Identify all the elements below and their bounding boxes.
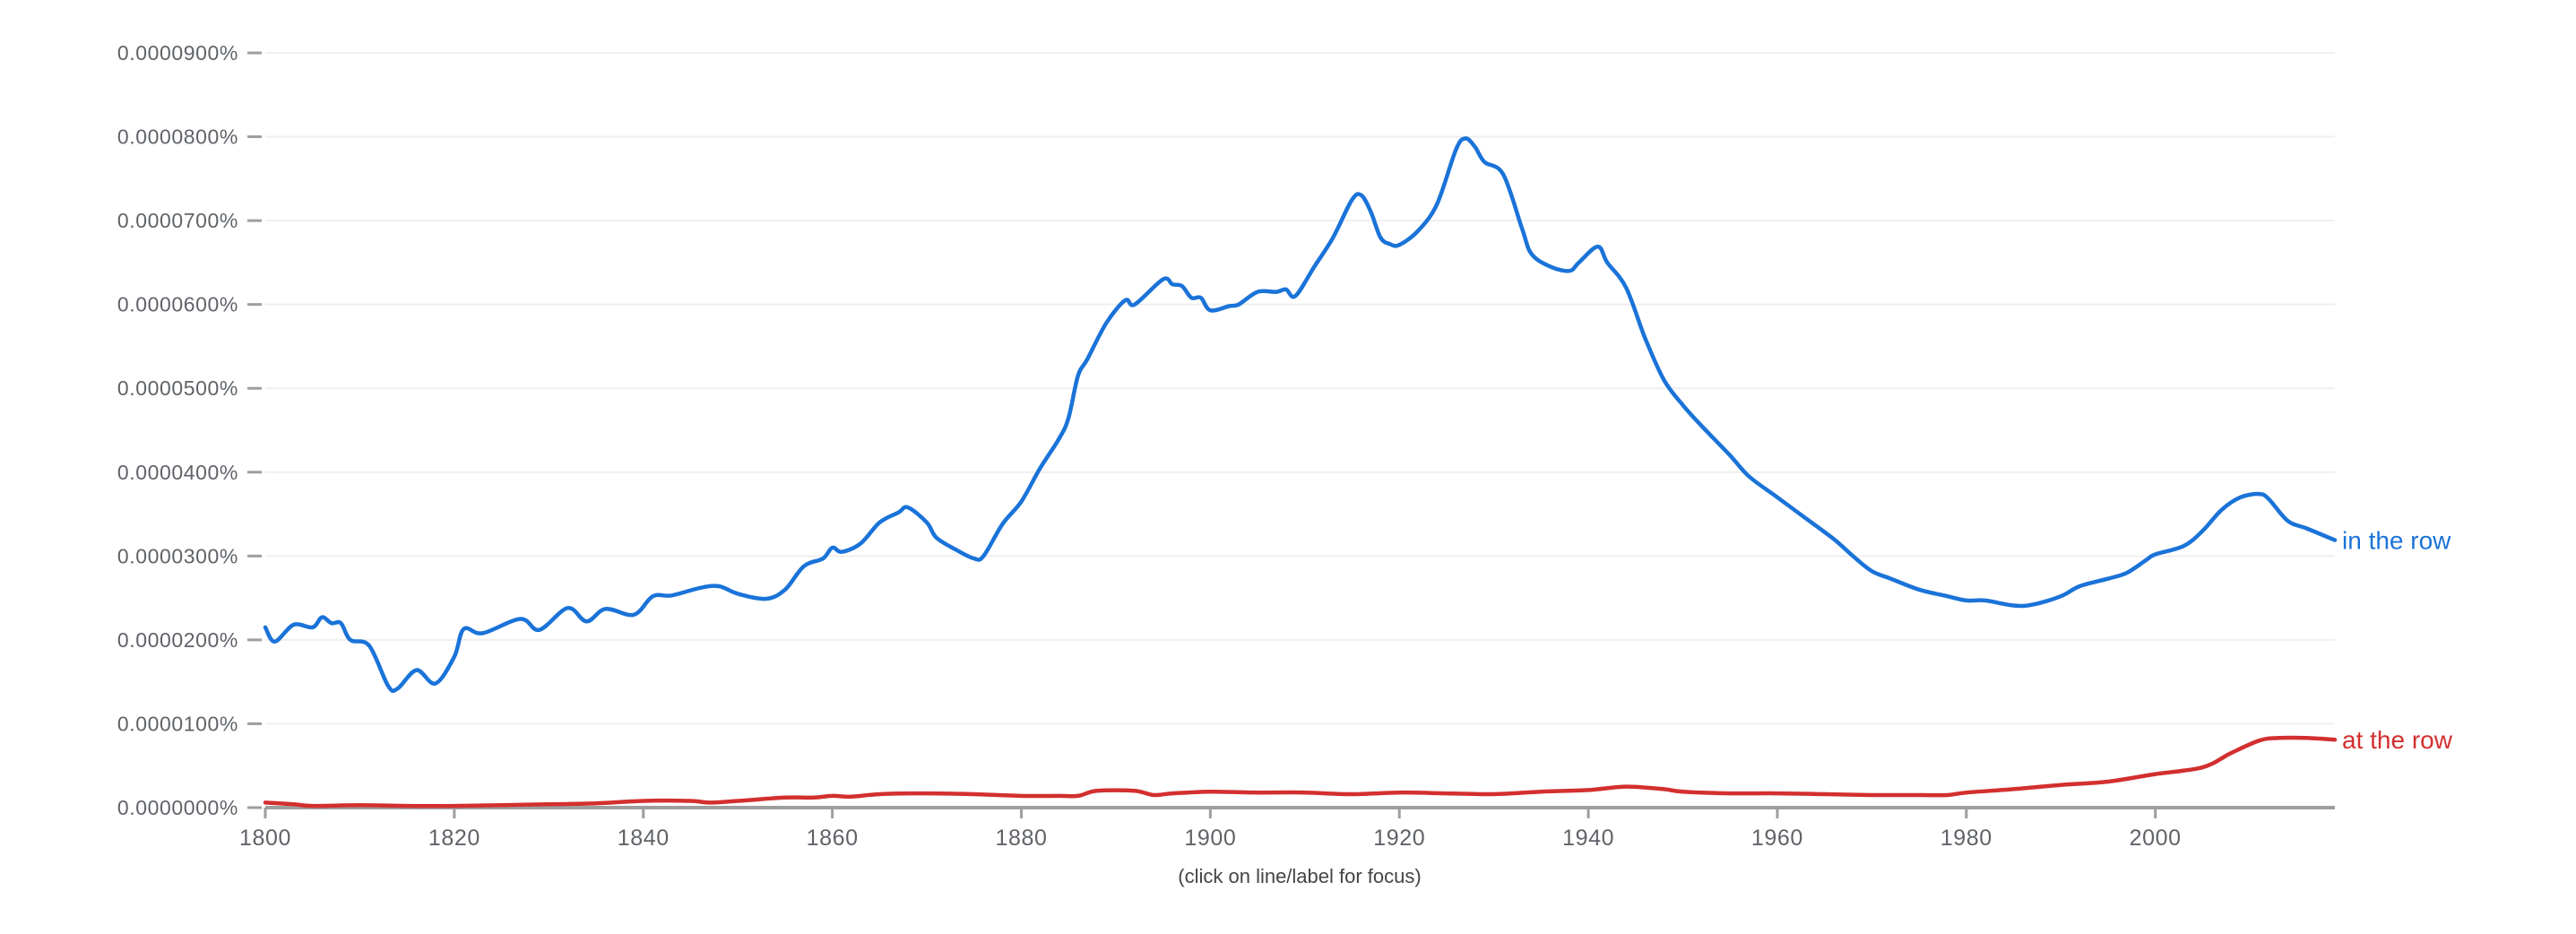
y-axis: 0.0000000% 0.0000100% 0.0000200% 0.0000300%… [117,41,262,819]
y-tick-label: 0.0000000% [117,796,238,819]
y-tick-label: 0.0000100% [117,712,238,735]
x-tick-label: 1800 [239,826,291,851]
x-tick-label: 1960 [1751,826,1803,851]
y-tick-label: 0.0000200% [117,628,238,652]
x-axis: 1800 1820 1840 1860 1880 1900 1920 1940 1960 1980… [239,806,2335,851]
x-tick-label: 1980 [1941,826,1993,851]
x-tick-label: 1880 [995,826,1047,851]
x-tick-label: 1900 [1184,826,1236,851]
series-label-at-the-row[interactable]: at the row [2342,726,2453,754]
x-tick-label: 1840 [618,826,670,851]
y-tick-label: 0.0000900% [117,41,238,65]
series-lines[interactable] [263,136,2338,809]
x-tick-label: 2000 [2130,826,2182,851]
series-label-in-the-row[interactable]: in the row [2342,527,2451,555]
y-tick-label: 0.0000500% [117,376,238,400]
series-line-at-the-row[interactable] [263,735,2338,809]
series-line-in-the-row[interactable] [263,136,2338,694]
y-tick-label: 0.0000800% [117,125,238,149]
x-tick-label: 1820 [428,826,480,851]
x-tick-label: 1940 [1562,826,1614,851]
y-tick-label: 0.0000300% [117,544,238,567]
gridlines [265,52,2335,725]
y-tick-label: 0.0000700% [117,209,238,232]
x-tick-label: 1920 [1373,826,1425,851]
focus-hint-caption: (click on line/label for focus) [1178,865,1422,887]
x-tick-label: 1860 [807,826,859,851]
y-tick-label: 0.0000400% [117,461,238,484]
series-labels[interactable]: in the row at the row [2342,527,2453,755]
y-tick-label: 0.0000600% [117,293,238,316]
